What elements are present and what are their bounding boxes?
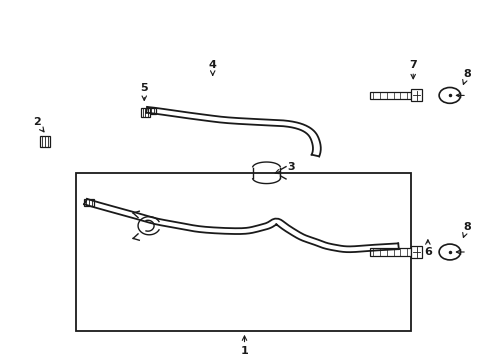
Bar	[369, 248, 410, 256]
Text: 5: 5	[140, 83, 148, 93]
Circle shape	[438, 87, 460, 103]
Text: 8: 8	[462, 222, 470, 232]
Text: 1: 1	[240, 346, 248, 356]
Text: 7: 7	[408, 60, 416, 70]
Text: 8: 8	[462, 69, 470, 79]
Bar	[141, 108, 149, 117]
Bar	[83, 199, 94, 206]
Text: 6: 6	[423, 247, 431, 257]
Bar	[145, 108, 155, 114]
Bar	[410, 89, 422, 101]
Text: 3: 3	[286, 162, 294, 172]
Bar	[76, 173, 410, 331]
Text: 4: 4	[208, 60, 216, 70]
Bar	[40, 136, 50, 147]
Text: 2: 2	[33, 117, 41, 127]
Bar	[410, 246, 422, 258]
Circle shape	[438, 244, 460, 260]
Bar	[369, 91, 410, 99]
